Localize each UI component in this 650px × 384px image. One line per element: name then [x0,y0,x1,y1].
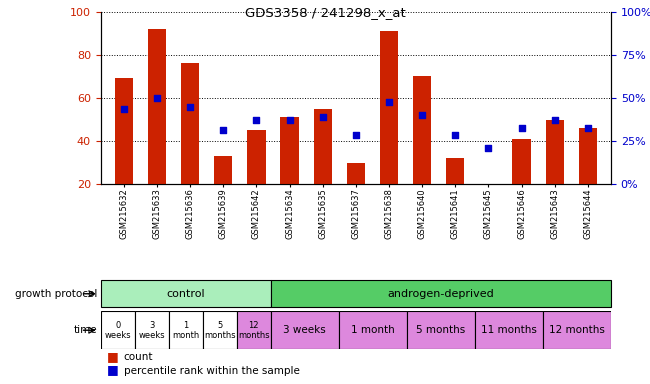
Bar [446,158,464,184]
Point [483,144,493,151]
Bar [248,130,266,184]
Bar [475,311,543,349]
Bar [101,311,135,349]
Bar [339,311,407,349]
Text: 3
weeks: 3 weeks [138,321,165,340]
Text: 12
months: 12 months [238,321,270,340]
Text: GDS3358 / 241298_x_at: GDS3358 / 241298_x_at [244,6,406,19]
Bar [181,63,200,184]
Point [582,125,593,131]
Bar [135,311,169,349]
Point [252,116,262,122]
Bar [545,119,564,184]
Text: 5 months: 5 months [416,325,465,335]
Bar [271,280,611,307]
Text: 3 weeks: 3 weeks [283,325,326,335]
Text: 1 month: 1 month [351,325,395,335]
Point [218,127,229,133]
Point [285,116,295,122]
Text: control: control [166,289,205,299]
Point [119,106,129,112]
Point [549,116,560,122]
Text: count: count [124,352,153,362]
Point [185,103,196,109]
Text: 11 months: 11 months [481,325,537,335]
Bar [237,311,271,349]
Text: growth protocol: growth protocol [15,289,98,299]
Bar [578,128,597,184]
Bar [512,139,530,184]
Bar [407,311,475,349]
Text: percentile rank within the sample: percentile rank within the sample [124,366,300,376]
Text: 5
months: 5 months [204,321,235,340]
Text: ■: ■ [107,350,119,363]
Bar [281,118,299,184]
Bar [413,76,431,184]
Text: androgen-deprived: androgen-deprived [387,289,494,299]
Text: 1
month: 1 month [172,321,200,340]
Bar [101,280,271,307]
Point [384,99,394,105]
Point [152,95,162,101]
Bar [115,78,133,184]
Bar [169,311,203,349]
Point [450,132,460,138]
Text: 0
weeks: 0 weeks [105,321,131,340]
Bar [380,31,398,184]
Bar [271,311,339,349]
Point [516,125,526,131]
Bar [346,163,365,184]
Bar [214,156,233,184]
Bar [543,311,611,349]
Text: 12 months: 12 months [549,325,605,335]
Point [318,114,328,121]
Text: ■: ■ [107,363,119,376]
Bar [148,29,166,184]
Bar [203,311,237,349]
Point [351,132,361,138]
Point [417,112,427,118]
Text: time: time [74,325,98,335]
Bar [314,109,332,184]
